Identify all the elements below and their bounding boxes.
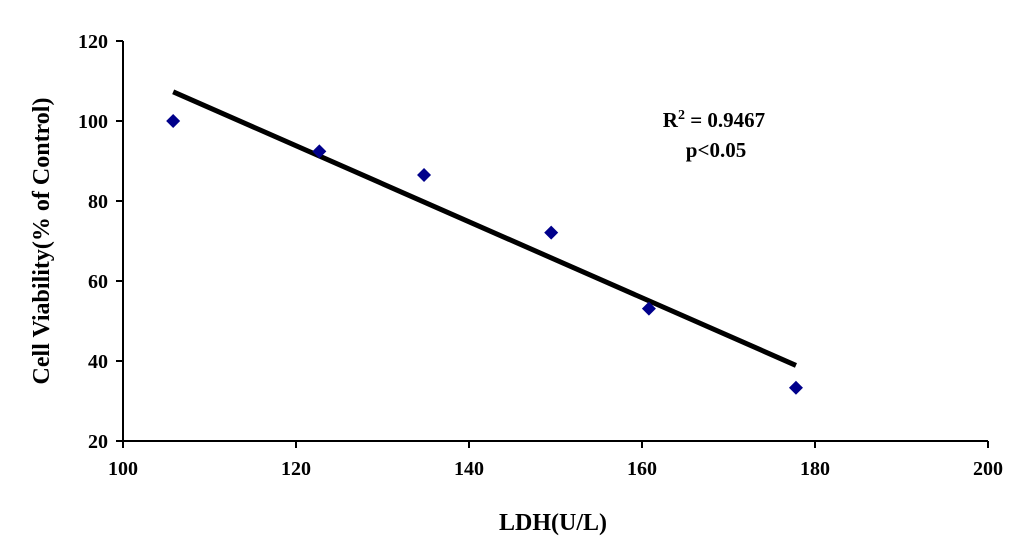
x-tick-label: 100 xyxy=(108,458,138,480)
data-point-diamond xyxy=(788,380,803,395)
r2-superscript: 2 xyxy=(678,108,685,123)
y-tick-label: 120 xyxy=(78,31,108,53)
p-value-annotation: p<0.05 xyxy=(686,138,746,162)
trendline xyxy=(172,89,797,368)
y-tick-label: 80 xyxy=(88,191,108,213)
x-tick-label: 120 xyxy=(281,458,311,480)
y-tick-label: 60 xyxy=(88,271,108,293)
x-axis-title: LDH(U/L) xyxy=(499,510,607,536)
x-tick-label: 140 xyxy=(454,458,484,480)
data-point-diamond xyxy=(641,301,656,316)
data-point-diamond xyxy=(166,114,181,128)
data-point-diamond xyxy=(312,144,327,159)
r2-base: R xyxy=(663,108,679,132)
data-point-diamond xyxy=(544,225,559,240)
r2-value: = 0.9467 xyxy=(685,108,765,132)
plot-area: 100 120 140 160 180 200 20 40 60 80 100 120 xyxy=(78,31,1003,480)
y-axis-title: Cell Viability(% of Control) xyxy=(29,98,55,385)
x-tick-label: 180 xyxy=(800,458,830,480)
y-tick-label: 20 xyxy=(88,431,108,453)
y-tick-label: 100 xyxy=(78,111,108,133)
y-tick-label: 40 xyxy=(88,351,108,373)
r-squared-annotation: R2 = 0.9467 xyxy=(663,108,765,132)
y-ticks: 20 40 60 80 100 120 xyxy=(78,31,123,453)
x-tick-label: 160 xyxy=(627,458,657,480)
x-ticks: 100 120 140 160 180 200 xyxy=(108,441,1003,480)
x-tick-label: 200 xyxy=(973,458,1003,480)
data-point-diamond xyxy=(417,168,432,182)
data-points xyxy=(166,114,803,395)
